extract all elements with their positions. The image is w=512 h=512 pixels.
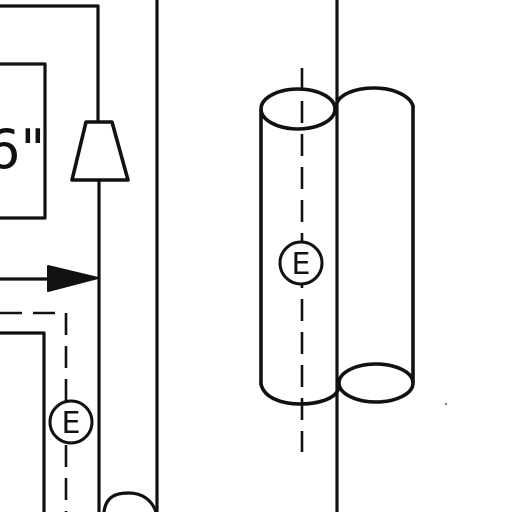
right-cylinder-top-arc — [334, 86, 415, 108]
upper-connector-line — [0, 4, 100, 122]
left-marker-circle — [48, 399, 94, 445]
right-marker-label: E — [292, 247, 311, 282]
left-cylinder-top-ellipse — [259, 87, 337, 131]
dashed-outer-line — [0, 311, 68, 512]
right-cylinder-bottom-ellipse — [337, 362, 415, 404]
arrow-head-icon — [47, 265, 99, 292]
partial-box-label: 6" — [0, 118, 45, 181]
trapezoid-reducer-symbol — [70, 120, 130, 182]
solid-inner-line — [0, 331, 46, 512]
bottom-cylinder-top — [102, 491, 158, 512]
right-marker-circle — [278, 240, 324, 286]
left-marker-label: E — [62, 406, 81, 441]
partial-label-box — [0, 62, 47, 220]
stray-dot — [444, 402, 448, 406]
left-cylinder-bottom-arc — [259, 382, 340, 406]
